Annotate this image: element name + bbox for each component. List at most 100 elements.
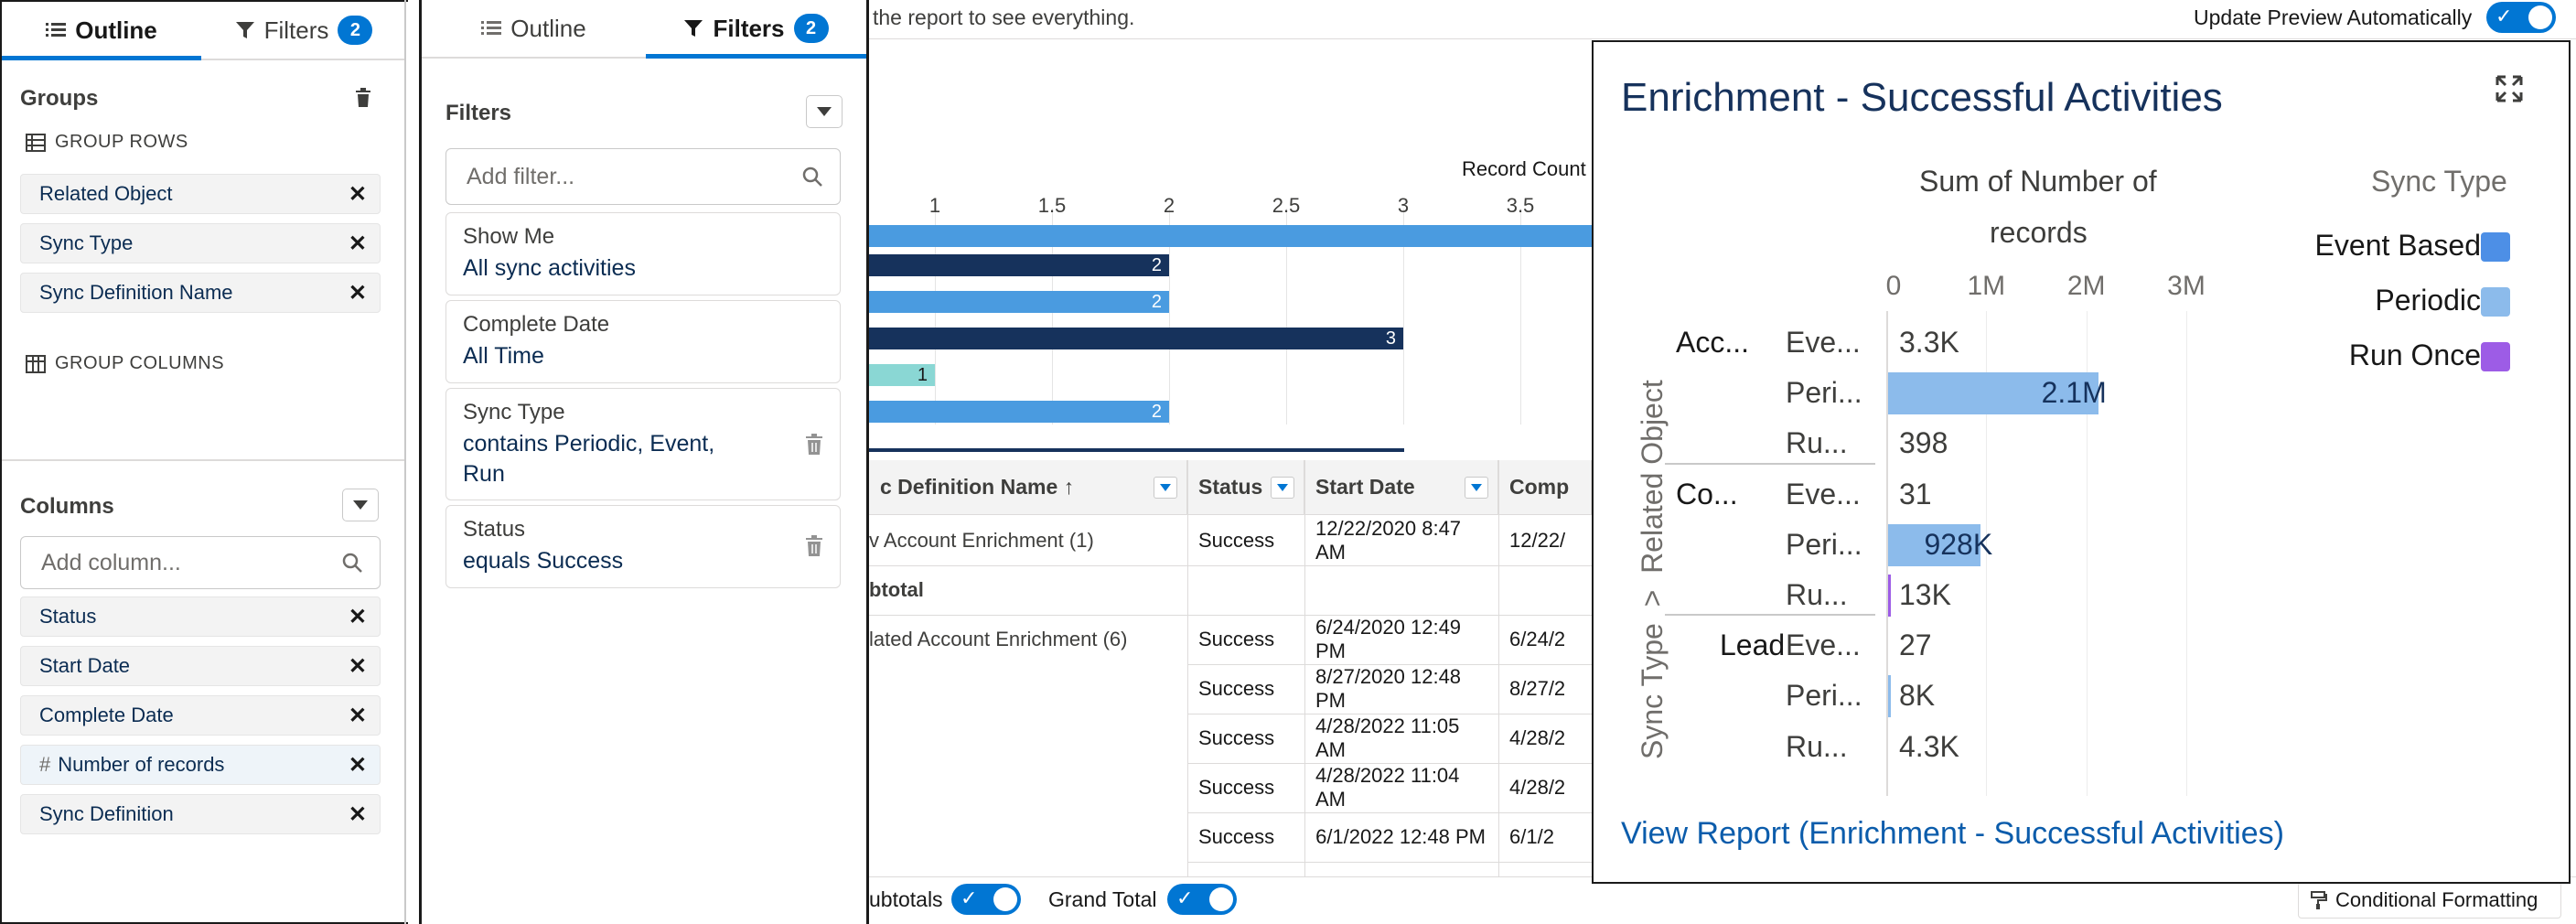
remove-icon[interactable]: ✕ [348, 703, 367, 728]
filters-panel-tabs: Outline Filters 2 [422, 0, 866, 59]
chart-bar [869, 364, 935, 386]
tab-filters[interactable]: Filters 2 [646, 0, 866, 59]
table-row[interactable]: Success 4/28/2022 11:04 AM 4/28/2 [869, 763, 1592, 812]
table-column-header[interactable]: Start Date [1304, 460, 1498, 515]
list-icon [481, 20, 502, 37]
view-report-link[interactable]: View Report (Enrichment - Successful Act… [1621, 816, 2284, 851]
subtotals-toggle[interactable]: ✓ [951, 884, 1021, 915]
filter-card[interactable]: Show Me All sync activities [445, 212, 841, 295]
group-row-pill[interactable]: Related Object ✕ [20, 174, 381, 214]
delete-groups-icon[interactable] [355, 88, 371, 108]
delete-icon[interactable] [805, 535, 823, 557]
delete-icon[interactable] [805, 433, 823, 456]
chart-bar [869, 254, 1169, 276]
table-column-header[interactable]: Status [1187, 460, 1304, 515]
chart-bar[interactable] [1888, 523, 1981, 566]
group-row-label: Sync Definition Name [39, 281, 233, 304]
filter-icon [235, 20, 255, 40]
report-chart-canvas: 1 1.5 2 2.5 3 3.5 2 2 3 1 2 [869, 40, 1592, 452]
add-filter-input[interactable]: Add filter... [445, 148, 841, 205]
column-pill-content: # Number of records [39, 753, 224, 777]
conditional-formatting-button[interactable]: Conditional Formatting [2298, 882, 2561, 919]
column-pill[interactable]: Sync Definition ✕ [20, 794, 381, 834]
filter-label: Status [463, 517, 526, 542]
chart-bar[interactable] [1888, 575, 1891, 617]
table-cell [869, 763, 1176, 812]
column-pill[interactable]: Start Date ✕ [20, 646, 381, 686]
legend-swatch [2481, 232, 2510, 262]
axis-tick-label: 1M [1967, 271, 2006, 301]
report-preview-popup [1592, 40, 2571, 884]
columns-menu-button[interactable] [342, 489, 379, 521]
chart-bar[interactable] [1888, 372, 2098, 415]
filters-menu-button[interactable] [806, 95, 843, 128]
remove-icon[interactable]: ✕ [348, 801, 367, 827]
table-row[interactable]: Success 4/28/2022 11:05 AM 4/28/2 [869, 714, 1592, 763]
row-label: Eve... [1786, 326, 1861, 359]
column-menu-button[interactable] [1154, 477, 1177, 499]
group-columns-label: GROUP COLUMNS [55, 353, 225, 373]
tab-filters-label: Filters [713, 14, 785, 42]
chart-tick-label: 2.5 [1272, 194, 1301, 217]
filter-card[interactable]: Status equals Success [445, 505, 841, 588]
tab-outline[interactable]: Outline [422, 0, 646, 57]
filters-count-badge: 2 [793, 14, 829, 43]
row-label: Peri... [1786, 527, 1862, 561]
remove-icon[interactable]: ✕ [348, 653, 367, 679]
column-divider [1498, 460, 1499, 876]
column-menu-button[interactable] [1271, 477, 1294, 499]
bar-value-label: 13K [1899, 578, 1951, 611]
column-pill[interactable]: Status ✕ [20, 596, 381, 637]
table-row[interactable]: v Account Enrichment (1) Success 12/22/202… [869, 516, 1592, 565]
table-column-header[interactable]: c Definition Name ↑ [869, 460, 1187, 515]
table-cell: 4/28/2 [1509, 776, 1566, 799]
table-row[interactable]: Success 8/27/2020 12:48 PM 8/27/2 [869, 664, 1592, 714]
search-icon [801, 166, 823, 188]
remove-icon[interactable]: ✕ [348, 231, 367, 256]
table-row[interactable]: Success 6/1/2022 12:48 PM 6/1/2 [869, 812, 1592, 862]
chart-bar-label: 2 [1151, 291, 1162, 312]
group-row-pill[interactable]: Sync Type ✕ [20, 223, 381, 263]
legend-item-label: Run Once [2348, 338, 2481, 371]
measure-title-line1: Sum of Number of [1919, 165, 2157, 198]
bar-value-label: 928K [1924, 527, 1993, 561]
remove-icon[interactable]: ✕ [348, 181, 367, 207]
measure-title-line2: records [1990, 216, 2088, 249]
remove-icon[interactable]: ✕ [348, 280, 367, 306]
table-row[interactable]: lated Account Enrichment (6) Success 6/24/… [869, 615, 1592, 664]
chart-bar[interactable] [1888, 675, 1891, 718]
legend-item-label: Event Based [2314, 229, 2481, 262]
tab-outline-label: Outline [510, 14, 586, 42]
remove-icon[interactable]: ✕ [348, 604, 367, 629]
grand-total-toggle[interactable]: ✓ [1167, 884, 1237, 915]
table-columns-icon [26, 354, 46, 373]
update-preview-toggle[interactable]: ✓ [2486, 2, 2556, 33]
section-divider [2, 459, 406, 461]
row-label: Ru... [1786, 426, 1848, 460]
group-label: Lead [1720, 629, 1786, 662]
add-filter-placeholder: Add filter... [467, 163, 575, 189]
legend-swatch [2481, 287, 2510, 317]
group-row-pill[interactable]: Sync Definition Name ✕ [20, 273, 381, 313]
table-row[interactable]: btotal [869, 565, 1592, 615]
column-pill[interactable]: # Number of records ✕ [20, 745, 381, 785]
tab-filters[interactable]: Filters 2 [201, 2, 406, 59]
update-preview-label: Update Preview Automatically [2194, 5, 2473, 29]
chart-bar [869, 225, 1592, 247]
column-pill[interactable]: Complete Date ✕ [20, 695, 381, 736]
column-menu-button[interactable] [1465, 477, 1488, 499]
filter-card[interactable]: Sync Type contains Periodic, Event, Run [445, 388, 841, 500]
axis-tick-label: 2M [2066, 271, 2106, 301]
table-column-header[interactable]: Comp [1498, 460, 1592, 515]
add-column-input[interactable]: Add column... [20, 536, 381, 589]
grand-total-label: Grand Total [1048, 887, 1157, 911]
filter-card[interactable]: Complete Date All Time [445, 300, 841, 383]
column-pill-content: Start Date [39, 654, 130, 678]
tab-outline[interactable]: Outline [2, 2, 201, 60]
remove-icon[interactable]: ✕ [348, 752, 367, 778]
chart-tick-label: 2 [1163, 194, 1175, 217]
table-cell: 4/28/2022 11:05 AM [1315, 714, 1460, 761]
table-cell: 6/24/2 [1509, 628, 1566, 650]
column-label: Sync Definition [39, 802, 174, 825]
expand-icon[interactable] [2496, 75, 2523, 102]
